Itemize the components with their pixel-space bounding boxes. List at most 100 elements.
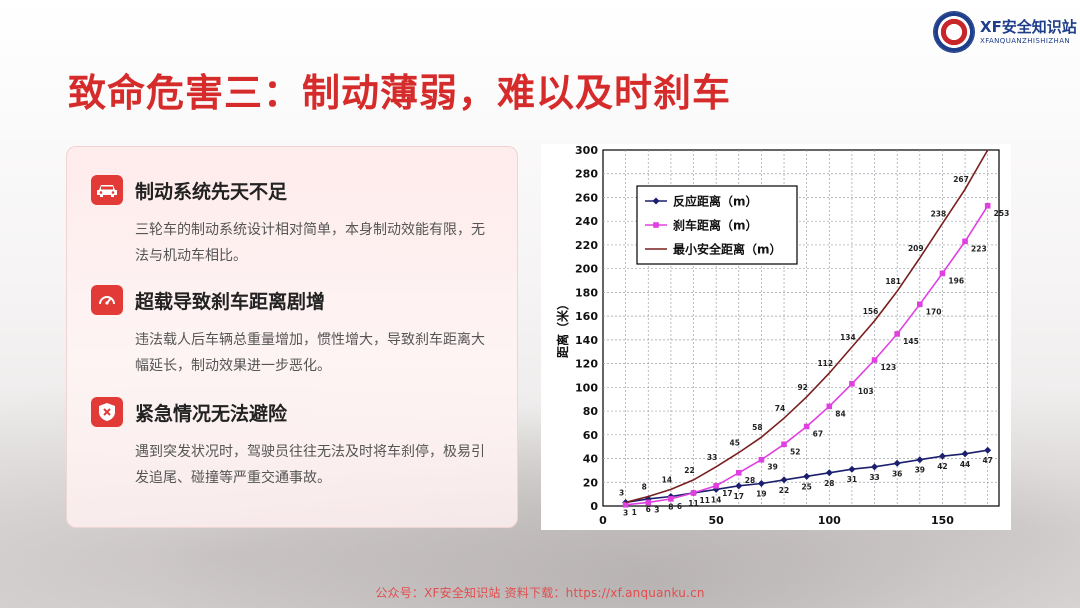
- data-label: 8: [668, 503, 673, 512]
- point-title: 超载导致刹车距离剧增: [135, 290, 326, 313]
- data-label: 123: [881, 363, 897, 372]
- data-label: 28: [824, 479, 834, 488]
- point-body: 违法载人后车辆总重量增加，惯性增大，导致刹车距离大幅延长，制动效果进一步恶化。: [135, 332, 485, 374]
- data-label: 1: [632, 508, 637, 517]
- data-point: [917, 301, 923, 308]
- data-point: [735, 469, 742, 476]
- data-label: 196: [948, 276, 964, 285]
- data-label: 170: [926, 307, 942, 316]
- point-body: 遇到突发状况时，驾驶员往往无法及时将车刹停，极易引发追尾、碰撞等严重交通事故。: [135, 444, 485, 486]
- data-point: [938, 452, 946, 460]
- page-title: 致命危害三：制动薄弱，难以及时刹车: [68, 71, 732, 115]
- data-label: 52: [790, 447, 800, 456]
- data-point: [758, 456, 765, 463]
- y-axis-label: 距离（米）: [555, 298, 570, 358]
- y-tick-label: 160: [575, 310, 598, 323]
- data-point: [668, 496, 674, 502]
- data-label: 145: [903, 337, 919, 346]
- data-point: [645, 499, 652, 506]
- y-tick-label: 240: [575, 215, 598, 228]
- data-point: [713, 483, 719, 489]
- y-tick-label: 300: [575, 144, 598, 157]
- brand-name: XF安全知识站: [980, 17, 1077, 36]
- data-label: 39: [767, 463, 777, 472]
- x-tick-label: 0: [599, 514, 607, 527]
- brand-subtitle: XFANQUANZHISHIZHAN: [980, 36, 1071, 45]
- data-label: 14: [662, 475, 672, 484]
- legend-marker: [652, 197, 660, 205]
- data-label: 28: [745, 476, 755, 485]
- data-label: 74: [775, 404, 785, 413]
- data-label: 84: [835, 409, 845, 418]
- data-point: [961, 450, 969, 458]
- chart-svg: 0204060801001201401601802002202402602803…: [555, 136, 1010, 527]
- data-point: [984, 202, 991, 209]
- data-point: [849, 380, 855, 387]
- data-point: [848, 465, 856, 473]
- data-label: 33: [707, 453, 717, 462]
- data-label: 47: [982, 456, 992, 465]
- brand-logo: XF安全知识站 XFANQUANZHISHIZHAN: [934, 12, 1077, 52]
- data-label: 45: [730, 439, 740, 448]
- point-title: 制动系统先天不足: [135, 180, 288, 203]
- data-label: 17: [734, 492, 744, 501]
- data-label: 300: [976, 144, 992, 145]
- data-point: [939, 270, 946, 277]
- data-point: [871, 463, 879, 471]
- data-point: [780, 476, 788, 484]
- data-point: [690, 490, 697, 496]
- data-point: [803, 472, 811, 480]
- y-tick-label: 260: [575, 191, 598, 204]
- data-point: [735, 482, 743, 490]
- data-point: [894, 331, 900, 337]
- point-emergency: 紧急情况无法避险 遇到突发状况时，驾驶员往往无法及时将车刹停，极易引发追尾、碰撞…: [91, 397, 501, 491]
- y-tick-label: 80: [583, 405, 599, 418]
- legend-marker: [653, 222, 659, 228]
- data-label: 3: [619, 488, 624, 497]
- data-label: 11: [688, 499, 698, 508]
- point-brake-system: 制动系统先天不足 三轮车的制动系统设计相对简单，本身制动效能有限，无法与机动车相…: [91, 175, 501, 269]
- data-label: 17: [722, 489, 732, 498]
- y-tick-label: 200: [575, 263, 598, 276]
- point-overload: 超载导致刹车距离剧增 违法载人后车辆总重量增加，惯性增大，导致刹车距离大幅延长，…: [91, 285, 501, 379]
- legend-label: 刹车距离（m）: [673, 218, 758, 233]
- data-label: 103: [858, 387, 874, 396]
- data-label: 25: [801, 482, 811, 491]
- y-tick-label: 220: [575, 239, 598, 252]
- y-tick-label: 120: [575, 358, 598, 371]
- distance-chart: 0 20 40 60 80 100 120 140 160 180 200 220 240 260 280 3…: [541, 136, 1011, 530]
- data-label: 6: [646, 505, 651, 514]
- data-label: 238: [931, 210, 947, 219]
- data-label: 134: [840, 333, 856, 342]
- legend-label: 反应距离（m）: [673, 194, 758, 209]
- data-label: 209: [908, 244, 924, 253]
- data-label: 44: [960, 460, 970, 469]
- data-label: 8: [642, 483, 647, 492]
- car-icon: [91, 175, 123, 205]
- data-point: [871, 357, 878, 363]
- y-tick-label: 100: [575, 381, 598, 394]
- y-tick-label: 40: [583, 453, 599, 466]
- data-label: 31: [847, 475, 857, 484]
- gauge-icon: [91, 285, 123, 315]
- legend-label: 最小安全距离（m）: [673, 242, 782, 257]
- data-label: 223: [971, 244, 987, 253]
- data-label: 36: [892, 469, 902, 478]
- y-tick-label: 20: [583, 476, 599, 489]
- series-line-2: [625, 149, 989, 504]
- data-label: 3: [623, 508, 628, 517]
- data-label: 112: [817, 359, 833, 368]
- y-tick-label: 60: [583, 429, 599, 442]
- shield-x-icon: [91, 397, 123, 427]
- data-point: [781, 441, 787, 448]
- data-label: 253: [994, 209, 1010, 218]
- data-label: 11: [700, 496, 710, 505]
- x-tick-label: 50: [708, 514, 724, 527]
- data-point: [622, 502, 629, 508]
- y-tick-label: 280: [575, 168, 598, 181]
- data-label: 39: [915, 466, 925, 475]
- data-label: 19: [756, 489, 766, 498]
- data-label: 42: [937, 462, 947, 471]
- y-tick-label: 140: [575, 334, 598, 347]
- data-point: [962, 238, 968, 245]
